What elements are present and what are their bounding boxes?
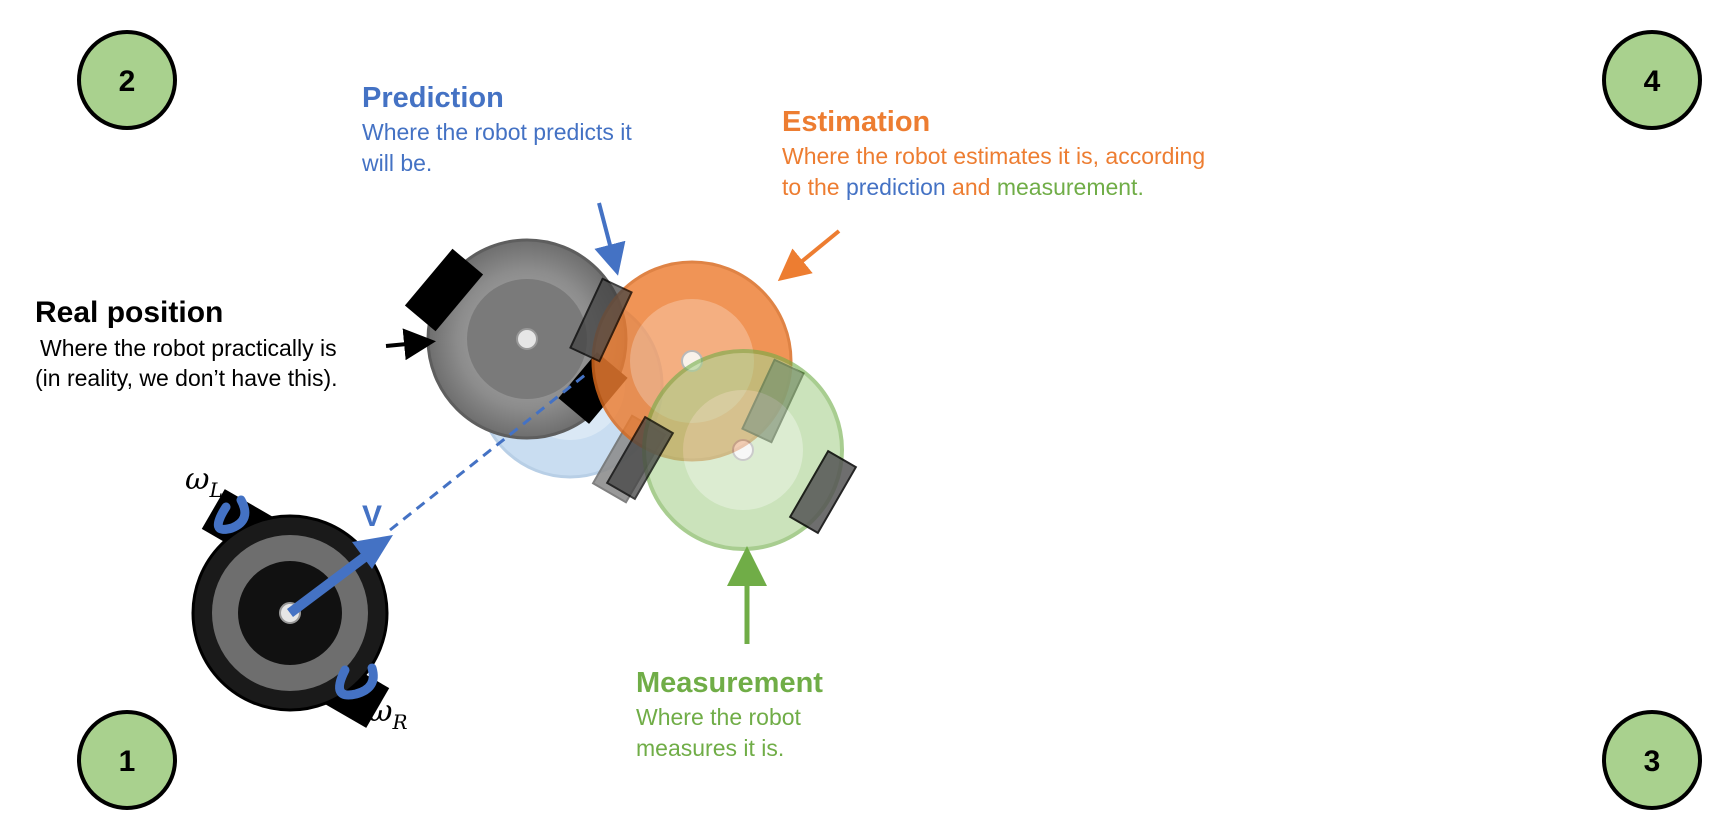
estimation-desc-measurement-word: measurement. (996, 173, 1144, 200)
corner-marker-3: 3 (1602, 710, 1702, 810)
omega-right-symbol: ωR (368, 694, 408, 734)
estimation-title: Estimation (782, 106, 931, 138)
corner-marker-4: 4 (1602, 30, 1702, 130)
velocity-arrowhead-icon (352, 535, 393, 569)
estimation-desc-line1: Where the robot estimates it is, accordi… (782, 143, 1206, 170)
robot-measurement (642, 349, 844, 551)
prediction-desc-line1: Where the robot predicts it (362, 119, 632, 146)
estimation-wheel-upper (569, 277, 633, 363)
estimation-desc-to-the: to the (782, 173, 846, 200)
measurement-wheel-right (788, 449, 858, 535)
measurement-desc-line1: Where the robot (636, 704, 801, 731)
measurement-title: Measurement (636, 667, 823, 699)
estimation-desc-line2: to the prediction and measurement. (782, 172, 1205, 202)
estimation-desc-prediction-word: prediction (845, 173, 946, 200)
omega-left-subscript: L (208, 478, 222, 502)
omega-right-subscript: R (391, 710, 407, 734)
corner-marker-3-label: 3 (1644, 745, 1661, 778)
corner-marker-2-label: 2 (119, 65, 136, 98)
prediction-desc-line2: will be. (362, 149, 433, 176)
estimation-desc-and: and (945, 173, 997, 200)
velocity-projection-dashed-line (389, 373, 586, 532)
corner-marker-1-label: 1 (119, 745, 136, 778)
prediction-title: Prediction (362, 82, 504, 114)
corner-marker-2: 2 (77, 30, 177, 130)
real-position-label: Real position Where the robot practicall… (35, 293, 338, 393)
estimation-label: Estimation Where the robot estimates it … (782, 103, 1205, 202)
prediction-arrow (594, 202, 626, 276)
prediction-label: Prediction Where the robot predicts it w… (362, 79, 632, 178)
estimation-arrow (777, 229, 841, 282)
robot-real-position (404, 238, 628, 440)
omega-right-rotation-icon (335, 663, 378, 700)
omega-left-rotation-icon (213, 495, 250, 534)
real-position-title: Real position (35, 296, 224, 329)
corner-marker-4-label: 4 (1644, 65, 1661, 98)
real-position-desc-line1: Where the robot practically is (40, 334, 337, 361)
measurement-desc-line2: measures it is. (636, 734, 785, 761)
omega-left-symbol: ωL (185, 462, 223, 502)
real-position-arrow (385, 328, 436, 361)
velocity-arrow (287, 552, 369, 617)
measurement-label: Measurement Where the robot measures it … (636, 664, 823, 763)
velocity-symbol: V (362, 500, 382, 533)
real-position-desc-line2: (in reality, we don’t have this). (35, 364, 338, 391)
corner-marker-1: 1 (77, 710, 177, 810)
measurement-wheel-left (605, 415, 675, 501)
